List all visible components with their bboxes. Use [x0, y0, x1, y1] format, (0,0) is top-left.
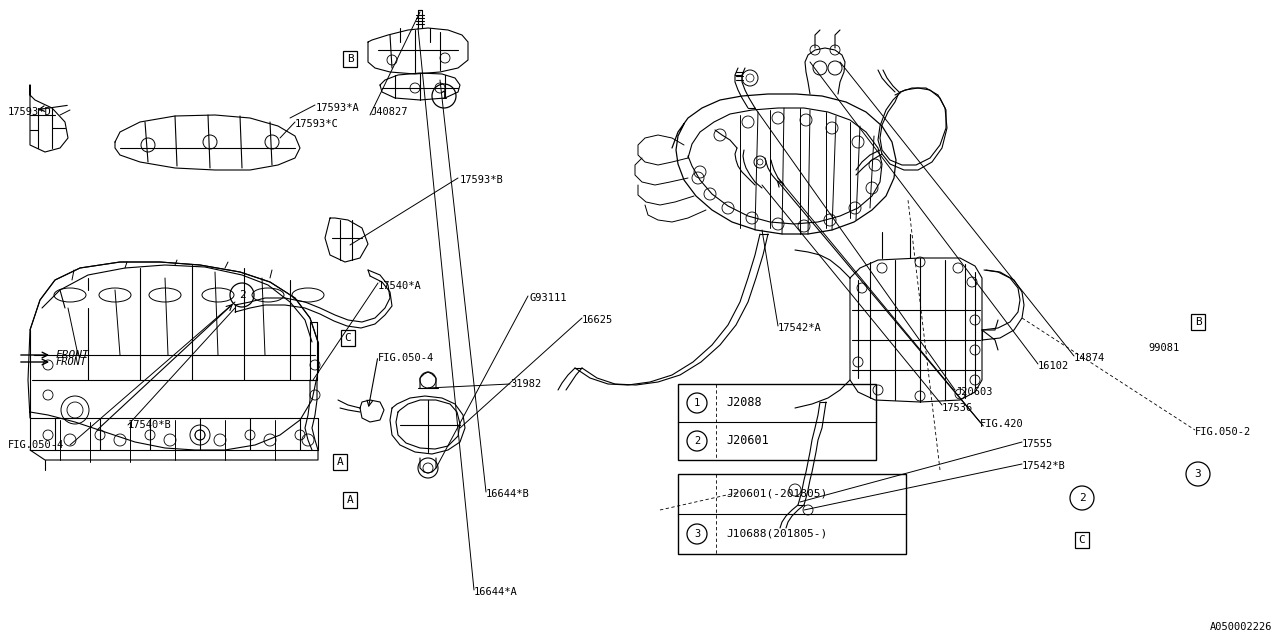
Bar: [343, 51, 357, 67]
Text: 1: 1: [440, 91, 448, 101]
Text: 17593*C: 17593*C: [294, 119, 339, 129]
Text: 16644*B: 16644*B: [486, 489, 530, 499]
Text: 3: 3: [1194, 469, 1202, 479]
Text: J40827: J40827: [370, 107, 407, 117]
Text: 17536: 17536: [942, 403, 973, 413]
Text: 99081: 99081: [1148, 343, 1179, 353]
Text: 31982: 31982: [509, 379, 541, 389]
Text: FIG.050-4: FIG.050-4: [8, 440, 64, 450]
Text: 16644*A: 16644*A: [474, 587, 517, 597]
Text: A: A: [347, 495, 353, 505]
Text: 16102: 16102: [1038, 361, 1069, 371]
Bar: [678, 384, 876, 460]
Text: 3: 3: [694, 529, 700, 539]
Text: 17540*A: 17540*A: [378, 281, 421, 291]
Text: J20603: J20603: [955, 387, 992, 397]
Text: FRONT: FRONT: [56, 357, 87, 367]
Text: 2: 2: [694, 436, 700, 446]
Text: 17555: 17555: [1021, 439, 1053, 449]
Text: 2: 2: [238, 290, 246, 300]
Text: J20601: J20601: [726, 435, 769, 447]
Text: J10688(201805-): J10688(201805-): [726, 529, 827, 539]
Text: C: C: [344, 333, 352, 343]
Text: FIG.050-2: FIG.050-2: [1196, 427, 1252, 437]
Text: 17593*B: 17593*B: [460, 175, 504, 185]
Text: B: B: [347, 54, 353, 64]
Text: 17593*D: 17593*D: [8, 107, 51, 117]
Text: B: B: [1194, 317, 1202, 327]
Text: FIG.050-4: FIG.050-4: [378, 353, 434, 363]
Text: G93111: G93111: [530, 293, 567, 303]
Text: C: C: [1079, 535, 1085, 545]
Text: 2: 2: [1079, 493, 1085, 503]
Bar: [1075, 532, 1089, 548]
Text: 1: 1: [694, 398, 700, 408]
Text: FRONT: FRONT: [55, 350, 88, 360]
Bar: [1190, 314, 1206, 330]
Text: A: A: [337, 457, 343, 467]
Bar: [333, 454, 347, 470]
Text: 16625: 16625: [582, 315, 613, 325]
Bar: [678, 474, 906, 554]
Text: 17542*A: 17542*A: [778, 323, 822, 333]
Text: 17540*B: 17540*B: [128, 420, 172, 430]
Text: A050002226: A050002226: [1210, 622, 1272, 632]
Text: 17593*A: 17593*A: [316, 103, 360, 113]
Bar: [343, 492, 357, 508]
Text: J20601(-201805): J20601(-201805): [726, 489, 827, 499]
Text: 17542*B: 17542*B: [1021, 461, 1066, 471]
Text: 14874: 14874: [1074, 353, 1105, 363]
Text: J2088: J2088: [726, 397, 762, 410]
Bar: [340, 330, 355, 346]
Text: FIG.420: FIG.420: [980, 419, 1024, 429]
